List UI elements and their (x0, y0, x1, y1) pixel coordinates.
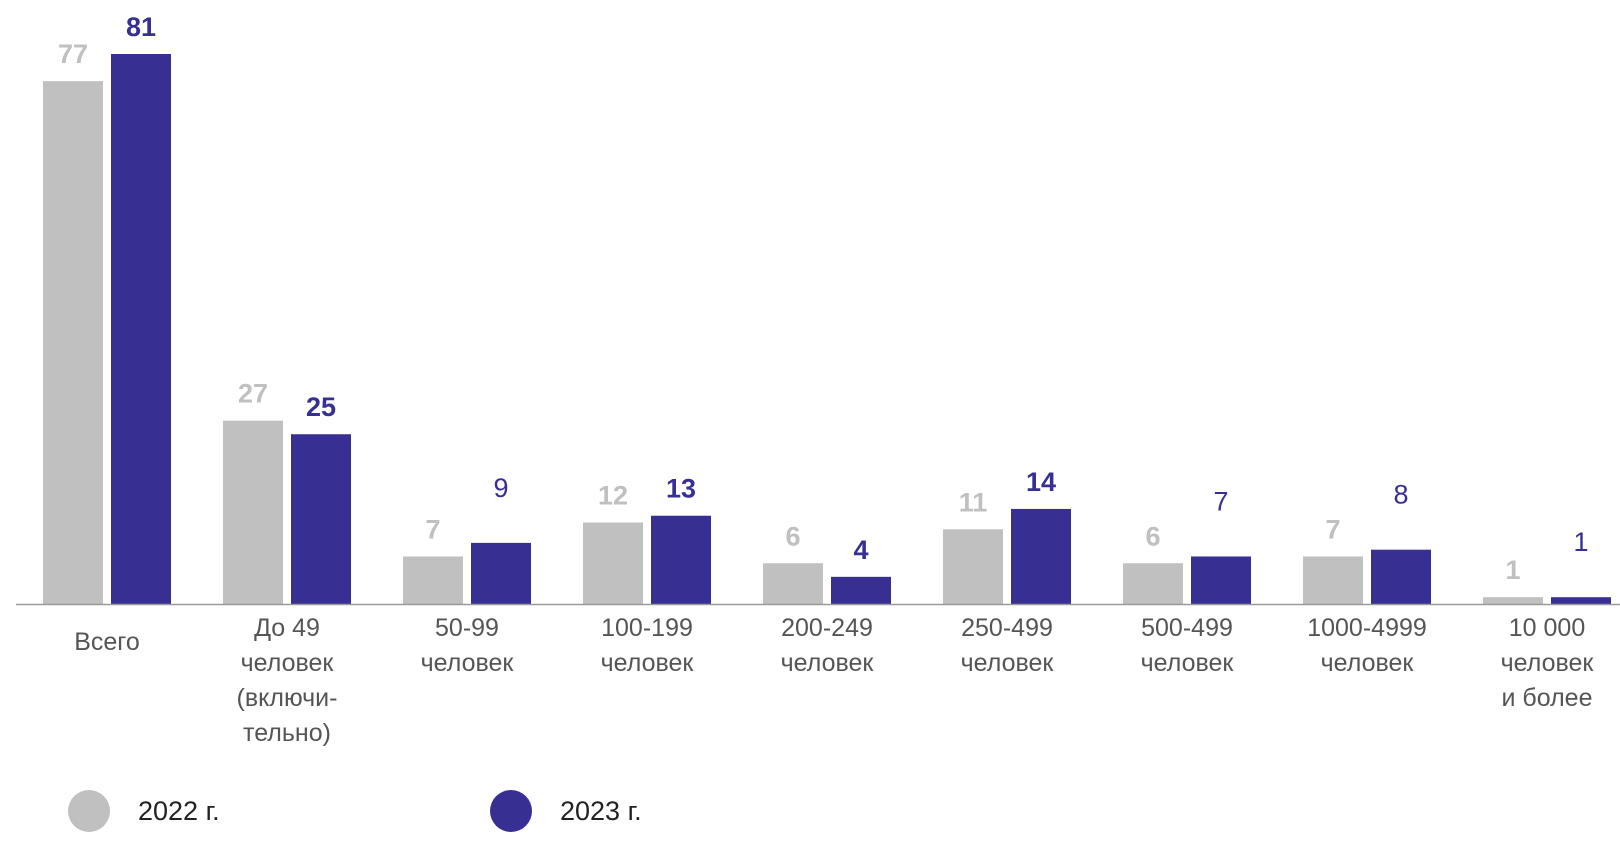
value-label-2023-3: 13 (666, 474, 696, 504)
bar-2022-0 (43, 81, 103, 604)
value-label-2022-3: 12 (598, 481, 628, 511)
bar-2022-2 (403, 556, 463, 604)
bar-2023-0 (111, 54, 171, 604)
bar-2022-7 (1303, 556, 1363, 604)
legend-item-2023: 2023 г. (490, 790, 642, 832)
bar-2022-5 (943, 529, 1003, 604)
category-label-1: До 49 человек (включи-тельно) (237, 614, 338, 747)
value-label-2023-8: 1 (1573, 527, 1588, 557)
value-label-2023-0: 81 (126, 12, 156, 42)
category-label-8: 10 000 человек и более (1501, 614, 1595, 712)
value-label-2022-8: 1 (1505, 555, 1520, 585)
value-label-2023-7: 8 (1393, 480, 1408, 510)
value-label-2022-6: 6 (1145, 521, 1160, 551)
legend-swatch-2023 (490, 790, 532, 832)
bar-2023-5 (1011, 508, 1071, 604)
bar-2023-4 (831, 576, 891, 604)
bar-2022-8 (1483, 597, 1543, 604)
bar-2023-8 (1551, 597, 1611, 604)
category-label-2: 50-99 человек (421, 614, 515, 677)
bar-2023-6 (1191, 556, 1251, 604)
bar-2023-2 (471, 542, 531, 604)
legend-item-2022: 2022 г. (68, 790, 220, 832)
bar-2023-7 (1371, 549, 1431, 604)
bar-2022-1 (223, 420, 283, 604)
category-label-5: 250-499 человек (961, 614, 1055, 677)
value-label-2023-6: 7 (1213, 486, 1228, 516)
bar-2022-6 (1123, 563, 1183, 604)
bar-2022-4 (763, 563, 823, 604)
value-label-2023-1: 25 (306, 392, 336, 422)
legend-label-2023: 2023 г. (560, 795, 642, 826)
category-label-6: 500-499 человек (1141, 614, 1235, 677)
category-label-4: 200-249 человек (781, 614, 875, 677)
legend-swatch-2022 (68, 790, 110, 832)
category-label-0: Всего (74, 628, 140, 656)
legend-label-2022: 2022 г. (138, 795, 220, 826)
value-label-2023-4: 4 (853, 535, 868, 565)
value-label-2022-0: 77 (58, 39, 88, 69)
value-label-2022-5: 11 (959, 487, 988, 517)
value-label-2022-7: 7 (1325, 514, 1340, 544)
value-label-2022-4: 6 (785, 521, 800, 551)
bar-2023-3 (651, 515, 711, 604)
value-label-2023-5: 14 (1026, 467, 1056, 497)
value-label-2023-2: 9 (493, 473, 508, 503)
category-label-7: 1000-4999 человек (1307, 614, 1427, 677)
value-label-2022-2: 7 (425, 514, 440, 544)
bar-2022-3 (583, 522, 643, 604)
category-label-3: 100-199 человек (601, 614, 695, 677)
value-label-2022-1: 27 (238, 379, 268, 409)
bar-2023-1 (291, 434, 351, 604)
